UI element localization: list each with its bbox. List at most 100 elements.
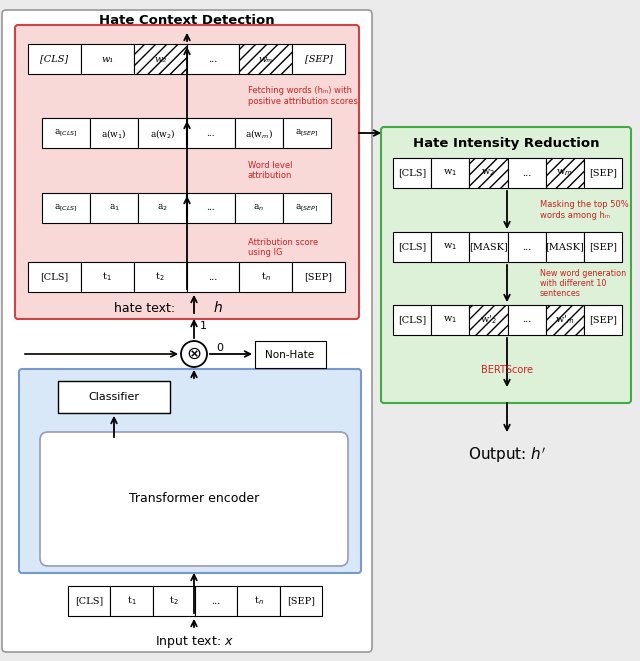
Bar	[431, 305, 469, 335]
FancyBboxPatch shape	[381, 127, 631, 403]
Bar	[186, 193, 235, 223]
Bar	[153, 586, 195, 616]
Bar	[81, 44, 134, 74]
Bar	[90, 118, 138, 148]
Text: hate text:: hate text:	[114, 301, 179, 315]
Text: Input text: $x$: Input text: $x$	[154, 634, 234, 650]
Bar	[508, 305, 546, 335]
Text: [CLS]: [CLS]	[398, 169, 426, 178]
Text: [SEP]: [SEP]	[305, 54, 332, 63]
Text: ...: ...	[211, 596, 221, 605]
Text: t$_2$: t$_2$	[156, 270, 165, 284]
Text: w$_1$: w$_1$	[444, 315, 457, 325]
Bar	[292, 44, 345, 74]
Text: [CLS]: [CLS]	[398, 315, 426, 325]
Text: 1: 1	[200, 321, 207, 331]
Bar	[138, 193, 186, 223]
Text: Hate Context Detection: Hate Context Detection	[99, 13, 275, 26]
Text: [CLS]: [CLS]	[40, 54, 68, 63]
Text: a(w$_m$): a(w$_m$)	[245, 126, 273, 139]
Text: w$_1$: w$_1$	[444, 242, 457, 253]
Text: w'$_2$: w'$_2$	[480, 313, 497, 327]
Text: w$_2$: w$_2$	[481, 168, 495, 178]
Bar	[283, 118, 331, 148]
Text: Hate Intensity Reduction: Hate Intensity Reduction	[413, 137, 599, 151]
Bar	[42, 193, 90, 223]
Bar	[584, 305, 622, 335]
Text: ...: ...	[522, 243, 531, 251]
Text: a$_1$: a$_1$	[109, 203, 120, 214]
Bar	[546, 232, 584, 262]
Text: [MASK]: [MASK]	[545, 243, 584, 251]
Bar	[393, 305, 431, 335]
Text: $h$: $h$	[213, 301, 223, 315]
Text: [SEP]: [SEP]	[287, 596, 315, 605]
Text: Fetching words (hₘ) with
positive attribution scores: Fetching words (hₘ) with positive attrib…	[248, 87, 358, 106]
Text: ...: ...	[206, 128, 215, 137]
Text: w₂: w₂	[154, 54, 166, 63]
Bar	[431, 232, 469, 262]
Bar	[110, 586, 153, 616]
Text: [SEP]: [SEP]	[305, 272, 333, 282]
Bar	[546, 158, 584, 188]
Text: New word generation
with different 10
sentences: New word generation with different 10 se…	[540, 268, 626, 298]
Bar	[393, 232, 431, 262]
Text: wₘ: wₘ	[259, 54, 273, 63]
Bar	[81, 262, 134, 292]
Text: w$_m$: w$_m$	[556, 168, 573, 178]
Text: ...: ...	[206, 204, 215, 212]
Text: w'$_m$: w'$_m$	[555, 313, 574, 327]
Text: Attribution score
using IG: Attribution score using IG	[248, 238, 318, 257]
Bar	[28, 262, 81, 292]
Bar	[584, 232, 622, 262]
Circle shape	[181, 341, 207, 367]
Text: w₁: w₁	[101, 54, 113, 63]
Bar	[186, 118, 235, 148]
Bar	[186, 262, 239, 292]
Bar	[237, 586, 280, 616]
Text: a$_{[CLS]}$: a$_{[CLS]}$	[54, 128, 78, 139]
Bar	[469, 158, 508, 188]
Bar	[280, 586, 322, 616]
Text: [MASK]: [MASK]	[469, 243, 508, 251]
Bar	[195, 586, 237, 616]
Bar	[138, 118, 186, 148]
Text: ...: ...	[208, 272, 218, 282]
Text: t$_n$: t$_n$	[261, 270, 271, 284]
Text: w$_1$: w$_1$	[444, 168, 457, 178]
Bar	[431, 158, 469, 188]
Bar	[90, 193, 138, 223]
Bar	[508, 158, 546, 188]
FancyBboxPatch shape	[40, 432, 348, 566]
Text: a$_n$: a$_n$	[253, 203, 264, 214]
Text: [CLS]: [CLS]	[398, 243, 426, 251]
Text: a$_2$: a$_2$	[157, 203, 168, 214]
Bar	[68, 586, 110, 616]
Bar	[283, 193, 331, 223]
Text: Classifier: Classifier	[88, 392, 140, 402]
Text: a(w$_1$): a(w$_1$)	[101, 126, 127, 139]
Text: [SEP]: [SEP]	[589, 169, 617, 178]
Text: ...: ...	[522, 169, 531, 178]
Bar	[239, 262, 292, 292]
Bar	[546, 305, 584, 335]
Text: [SEP]: [SEP]	[589, 315, 617, 325]
Bar	[292, 262, 345, 292]
Bar	[584, 158, 622, 188]
Text: ...: ...	[208, 54, 218, 63]
Text: a$_{[SEP]}$: a$_{[SEP]}$	[295, 202, 319, 214]
Text: BERTScore: BERTScore	[481, 365, 533, 375]
Text: 0: 0	[216, 343, 223, 353]
Text: ...: ...	[522, 315, 531, 325]
Bar	[235, 193, 283, 223]
Bar	[186, 44, 239, 74]
Text: Word level
attribution: Word level attribution	[248, 161, 292, 180]
Text: Transformer encoder: Transformer encoder	[129, 492, 259, 506]
Text: a(w$_2$): a(w$_2$)	[150, 126, 175, 139]
FancyBboxPatch shape	[2, 10, 372, 652]
Bar	[134, 262, 186, 292]
FancyBboxPatch shape	[15, 25, 359, 319]
Text: [CLS]: [CLS]	[40, 272, 68, 282]
Bar	[58, 381, 170, 413]
Bar	[239, 44, 292, 74]
